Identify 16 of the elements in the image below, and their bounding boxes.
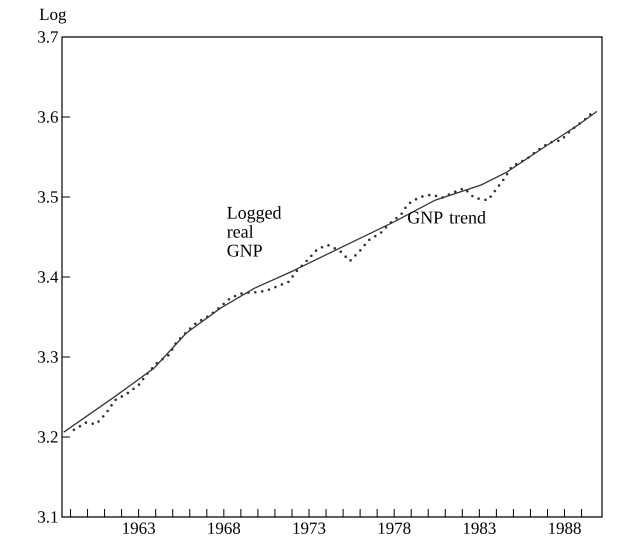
y-tick-label: 3.3 bbox=[38, 351, 58, 363]
y-tick-label: 3.2 bbox=[38, 431, 58, 443]
y-tick-label: 3.5 bbox=[38, 191, 58, 203]
x-tick-label: 1973 bbox=[294, 522, 326, 534]
series-label: Logged real GNP bbox=[227, 206, 282, 257]
x-tick-label: 1983 bbox=[464, 522, 496, 534]
x-tick-label: 1978 bbox=[378, 522, 410, 534]
y-tick-label: 3.6 bbox=[38, 111, 58, 123]
series-label: GNP trend bbox=[408, 210, 486, 224]
y-tick-label: 3.1 bbox=[38, 511, 58, 523]
x-tick-label: 1968 bbox=[208, 522, 240, 534]
y-tick-label: 3.4 bbox=[38, 271, 58, 283]
y-tick-label: 3.7 bbox=[38, 31, 58, 43]
y-axis-title: Log bbox=[40, 8, 66, 24]
x-tick-label: 1963 bbox=[123, 522, 155, 534]
x-tick-label: 1988 bbox=[549, 522, 581, 534]
